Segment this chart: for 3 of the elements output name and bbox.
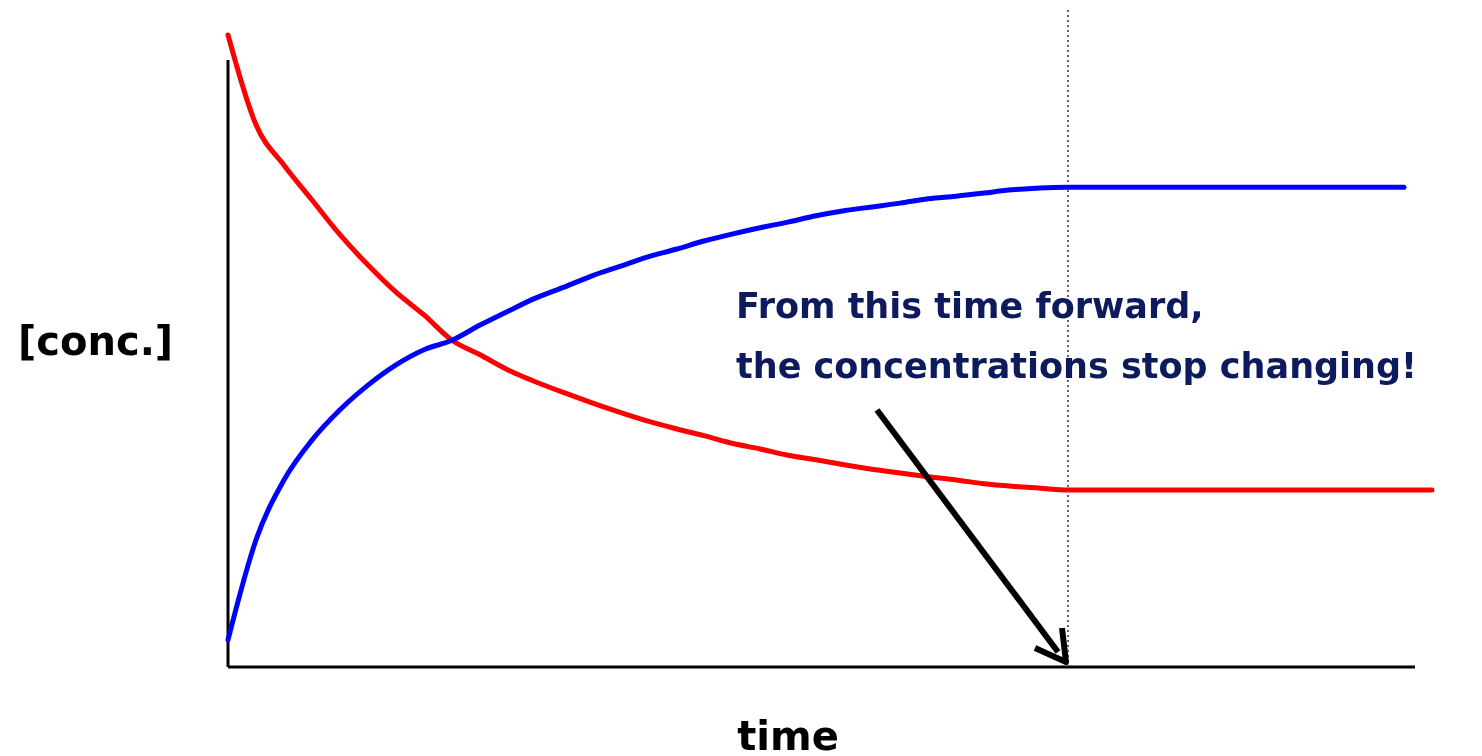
x-axis-title: time xyxy=(737,713,839,756)
annotation: From this time forward, the concentrations stop changing! xyxy=(736,286,1418,386)
y-axis-title: [conc.] xyxy=(18,318,174,364)
